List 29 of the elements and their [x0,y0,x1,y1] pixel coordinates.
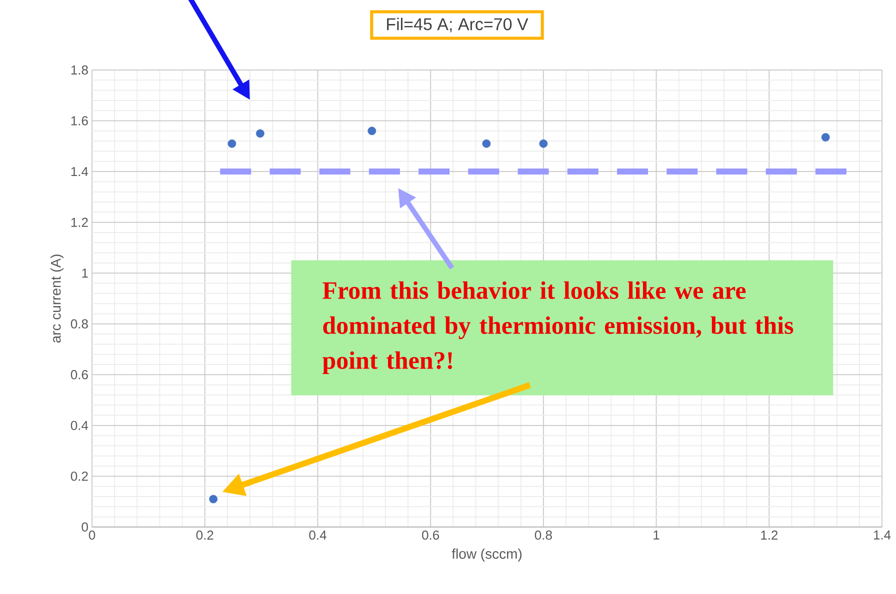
x-tick-label: 1.2 [761,530,778,540]
y-tick-label: 0.8 [70,319,88,328]
point [482,139,491,148]
y-tick-label: 1 [82,268,88,278]
x-tick-label: 0.6 [422,530,440,540]
point [228,139,236,148]
y-tick-label: 0.4 [70,420,88,430]
x-tick-label: 0 [88,530,96,540]
point [256,129,264,138]
point [368,126,376,136]
x-tick-label: 0.4 [309,530,326,540]
point [821,133,830,142]
y-tick-label: 1.2 [71,218,88,227]
x-tick-label: 0.2 [196,530,214,540]
x-axis-title: flow (sccm) [452,548,522,562]
y-tick-label: 1.6 [71,116,88,126]
y-axis-title: arc current (A) [50,254,64,343]
point [209,494,218,504]
y-tick-label: 0.2 [70,472,88,481]
y-tick-label: 1.8 [71,65,88,75]
y-tick-label: 0 [82,522,88,532]
point [539,139,548,148]
y-tick-label: 0.6 [70,370,88,380]
x-tick-label: 1 [654,530,660,540]
y-tick-label: 1.4 [71,167,88,176]
annotation: From this behavior it looks like we are dominated by thermionic emission, but this point then?! [322,281,794,374]
x-tick-label: 0.8 [534,530,552,540]
chart-title: Fil=45 A; Arc=70 V [387,18,528,32]
x-tick-label: 1.4 [874,530,891,540]
